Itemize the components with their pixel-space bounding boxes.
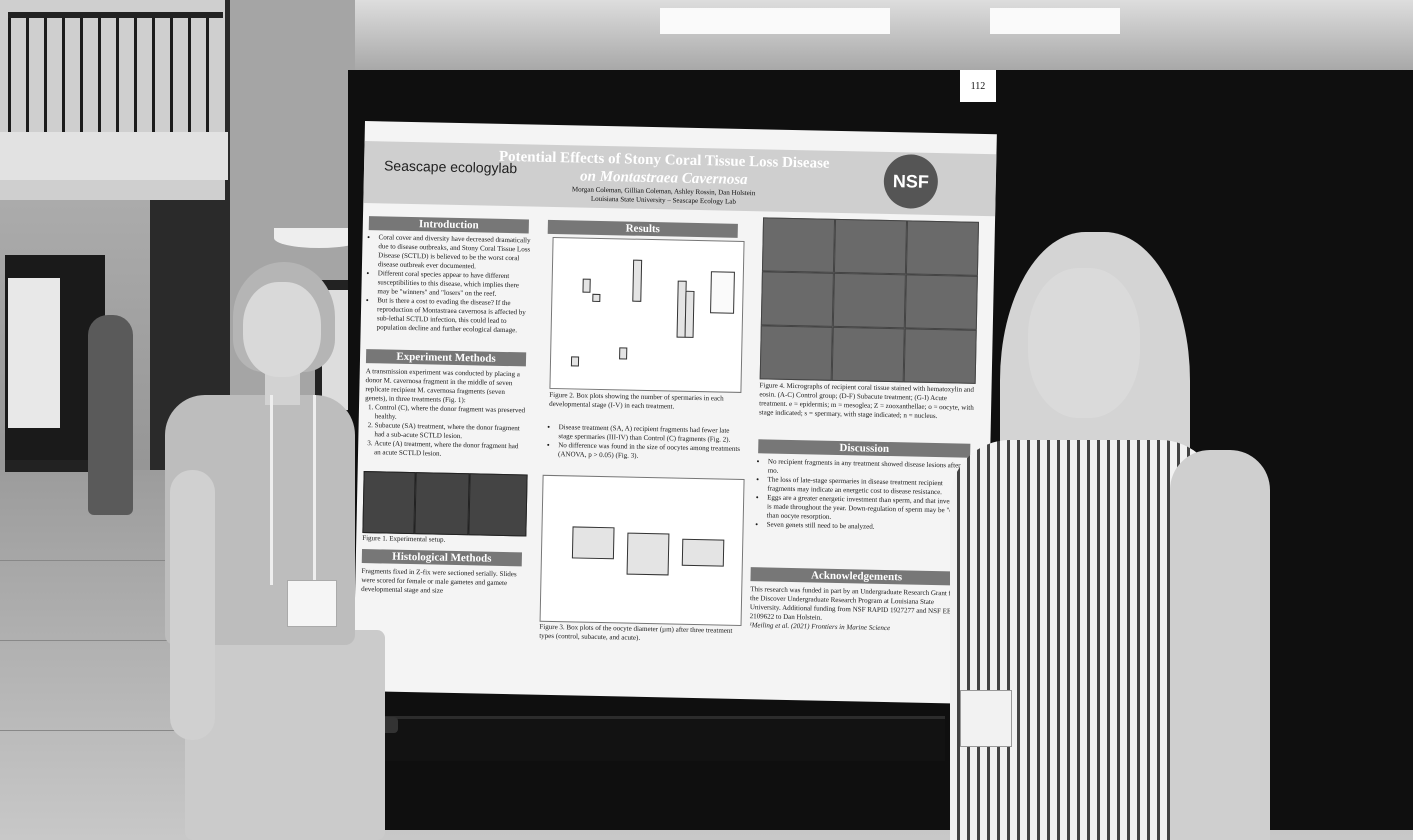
- background-person: [88, 315, 133, 515]
- person-left-pants: [185, 630, 385, 840]
- histological-methods-heading: Histological Methods: [361, 549, 523, 567]
- setup-photo: [468, 473, 528, 537]
- setup-photo: [362, 471, 416, 535]
- figure-3-boxplot: [539, 474, 745, 626]
- micrograph: [904, 274, 978, 330]
- person-left-lanyard: [270, 395, 316, 585]
- experiment-methods-heading: Experiment Methods: [365, 349, 527, 367]
- acknowledgements-heading: Acknowledgements: [750, 567, 963, 586]
- figure-4-caption: Figure 4. Micrographs of recipient coral…: [758, 381, 975, 421]
- results-text: Disease treatment (SA, A) recipient frag…: [548, 423, 744, 463]
- treatment-item: Acute (A) treatment, where the donor fra…: [374, 439, 526, 460]
- micrograph: [831, 326, 905, 383]
- person-left-face: [243, 282, 321, 377]
- person-left-arm: [170, 470, 215, 740]
- boxplot-box: [582, 278, 591, 293]
- acknowledgements-text: This research was funded in part by an U…: [749, 585, 965, 634]
- micrograph: [833, 218, 908, 275]
- person-left-name-badge: [287, 580, 337, 627]
- boxplot-box: [684, 290, 695, 338]
- intro-bullet: Different coral species appear to have d…: [377, 269, 530, 299]
- boxplot-box: [592, 293, 601, 302]
- micrograph: [761, 217, 836, 273]
- boxplot-box: [619, 347, 628, 360]
- balcony-railing: [8, 12, 223, 138]
- results-heading: Results: [547, 219, 738, 238]
- ceiling-light: [660, 8, 890, 34]
- board-number-label: 112: [960, 70, 996, 102]
- setup-photo: [414, 472, 470, 536]
- intro-bullet: But is there a cost to evading the disea…: [377, 296, 530, 335]
- hanging-lamp: [274, 228, 364, 248]
- person-right-arm: [1170, 450, 1270, 840]
- boxplot-box: [681, 538, 725, 567]
- micrograph: [903, 328, 977, 384]
- results-bullet: No difference was found in the size of o…: [558, 441, 743, 463]
- experiment-methods-text: A transmission experiment was conducted …: [364, 367, 528, 460]
- discussion-heading: Discussion: [758, 439, 971, 458]
- balcony-base: [0, 132, 228, 180]
- micrograph: [759, 325, 833, 381]
- intro-bullet: Coral cover and diversity have decreased…: [378, 233, 531, 272]
- poster-table: [305, 716, 945, 761]
- boxplot-legend: [710, 271, 735, 314]
- person-right-face: [1028, 268, 1140, 418]
- introduction-text: Coral cover and diversity have decreased…: [367, 233, 531, 335]
- boxplot-box: [626, 532, 670, 576]
- figure-2-caption: Figure 2. Box plots showing the number o…: [549, 390, 724, 411]
- experiment-intro: A transmission experiment was conducted …: [365, 367, 520, 405]
- micrograph: [760, 271, 834, 327]
- boxplot-box: [571, 526, 615, 560]
- boxplot-box: [570, 356, 580, 367]
- introduction-heading: Introduction: [368, 216, 529, 234]
- boxplot-box: [632, 259, 643, 302]
- background-poster: [8, 278, 60, 428]
- ceiling-light: [990, 8, 1120, 34]
- micrograph: [905, 220, 980, 276]
- discussion-bullet: Eggs are a greater energetic investment …: [767, 494, 973, 525]
- discussion-text: No recipient fragments in any treatment …: [757, 457, 973, 533]
- micrograph: [832, 272, 906, 329]
- person-right-name-badge: [960, 690, 1012, 747]
- acknowledgements-body: This research was funded in part by an U…: [749, 585, 963, 622]
- histological-methods-text: Fragments fixed in Z-fix were sectioned …: [361, 567, 517, 595]
- figure-2-boxplot: [549, 236, 745, 393]
- figure-3-caption: Figure 3. Box plots of the oocyte diamet…: [539, 622, 733, 642]
- research-poster: Seascape ecologylab Potential Effects of…: [353, 121, 997, 705]
